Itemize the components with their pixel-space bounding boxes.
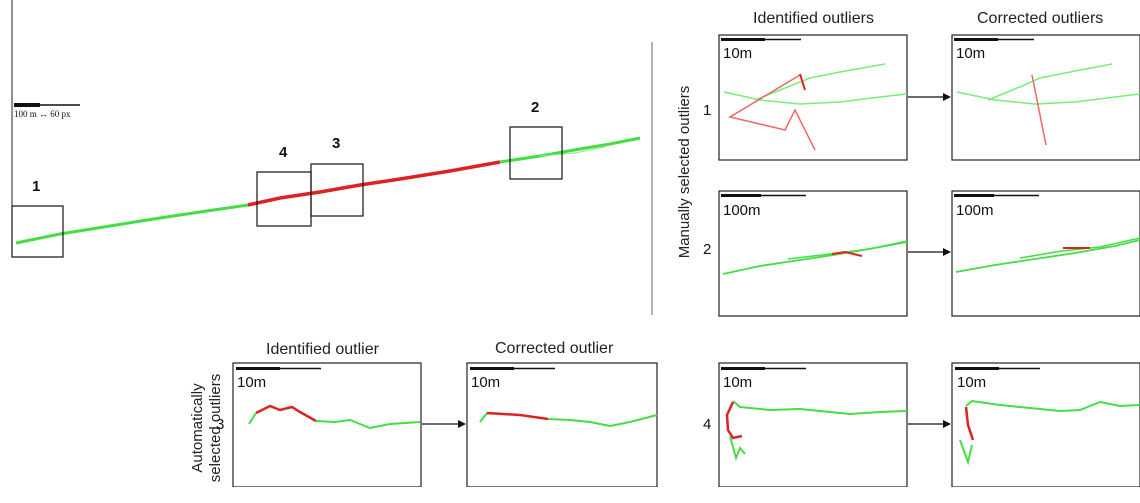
a3-id-outlier bbox=[255, 404, 317, 423]
m2-arrow-head bbox=[943, 248, 951, 256]
auto-col-corrected-header: Corrected outlier bbox=[495, 340, 614, 357]
overview-trajectory-start bbox=[15, 203, 249, 245]
overview-box-2-label: 2 bbox=[531, 99, 540, 116]
manual-col-identified-header: Identified outliers bbox=[753, 10, 874, 27]
overview-box-4-label: 4 bbox=[279, 144, 288, 161]
overview-trajectory-outlier bbox=[247, 160, 501, 207]
m1-id-scale-label: 10m bbox=[723, 45, 753, 62]
m1-co-scale-label: 10m bbox=[956, 45, 986, 62]
overview-box-1-label: 1 bbox=[32, 178, 41, 195]
a4-corrected-panel bbox=[951, 362, 1140, 487]
manual-row-2-id: 2 bbox=[703, 241, 712, 258]
m1-co-scale-thick bbox=[954, 38, 998, 41]
m2-id-scale-thick bbox=[721, 194, 761, 197]
m2-co-scale-label: 100m bbox=[956, 202, 994, 219]
a3-co-outlier bbox=[486, 411, 549, 421]
m1-arrow-head bbox=[943, 93, 951, 101]
auto-group-label-line1: Automatically bbox=[189, 383, 206, 473]
m1-id-outlier-track bbox=[728, 74, 816, 151]
a4-co-track-tail bbox=[959, 439, 973, 466]
overview-box-4 bbox=[256, 171, 312, 227]
overview-box-3-label: 3 bbox=[332, 135, 341, 152]
auto-col-identified-header: Identified outlier bbox=[266, 341, 379, 358]
m1-id-track-b bbox=[754, 63, 886, 101]
manual-col-corrected-header: Corrected outliers bbox=[977, 10, 1104, 27]
a3-arrow-head bbox=[458, 420, 466, 428]
m1-co-track-a bbox=[956, 91, 1140, 105]
a4-id-track-tail bbox=[729, 435, 746, 462]
a4-id-scale-thick bbox=[721, 367, 765, 370]
overview-scale-label: 100 m ↔ 60 px bbox=[14, 109, 71, 119]
a3-identified-panel bbox=[232, 362, 422, 487]
manual-group-label: Manually selected outliers bbox=[676, 85, 693, 259]
a4-co-scale-label: 10m bbox=[957, 374, 987, 391]
a4-co-outlier bbox=[964, 406, 975, 441]
a3-co-scale-label: 10m bbox=[471, 374, 501, 391]
m2-co-track-a bbox=[955, 239, 1140, 273]
a4-co-scale-thick bbox=[955, 367, 999, 370]
overview-box-1 bbox=[11, 205, 64, 258]
a3-co-track-start bbox=[479, 412, 488, 423]
a4-id-scale-label: 10m bbox=[723, 374, 753, 391]
outlier-figure: 100 m ↔ 60 px 1 2 3 4 Identified outlier… bbox=[11, 0, 1140, 487]
m2-id-scale-label: 100m bbox=[723, 202, 761, 219]
a3-id-track-end bbox=[315, 418, 421, 430]
a3-id-scale-thick bbox=[236, 367, 280, 370]
m2-id-outlier bbox=[831, 250, 863, 257]
a4-id-outlier bbox=[725, 401, 743, 440]
a4-id-track-main bbox=[732, 400, 908, 416]
m2-co-scale-thick bbox=[954, 194, 994, 197]
m1-co-residual bbox=[1031, 74, 1047, 146]
m2-identified-panel bbox=[718, 190, 908, 317]
m1-identified-panel bbox=[718, 34, 908, 161]
overview-trajectory-noise bbox=[539, 146, 606, 157]
a3-id-track-start bbox=[248, 412, 257, 425]
a4-arrow-head bbox=[943, 420, 951, 428]
m1-corrected-panel bbox=[951, 34, 1140, 161]
a3-co-scale-thick bbox=[470, 367, 514, 370]
overview-box-2 bbox=[509, 126, 563, 180]
a4-co-track-main bbox=[965, 399, 1140, 413]
a3-id-scale-label: 10m bbox=[237, 374, 267, 391]
auto-row-4-id: 4 bbox=[703, 416, 712, 433]
m1-id-outlier-spike bbox=[799, 73, 806, 91]
m1-id-scale-thick bbox=[721, 38, 765, 41]
overview-trajectory-end bbox=[499, 136, 641, 164]
m1-co-track-b bbox=[987, 63, 1113, 101]
a3-co-track-end bbox=[547, 414, 658, 428]
figure-canvas bbox=[11, 0, 1140, 487]
overview-scale-bar-thick bbox=[14, 103, 40, 107]
m1-id-track-a bbox=[723, 91, 908, 105]
m2-id-track-b bbox=[787, 240, 908, 260]
auto-row-3-id: 3 bbox=[216, 416, 225, 433]
m2-corrected-panel bbox=[951, 190, 1140, 317]
manual-row-1-id: 1 bbox=[703, 102, 712, 119]
a4-identified-panel bbox=[718, 362, 908, 487]
a3-corrected-panel bbox=[466, 362, 658, 487]
